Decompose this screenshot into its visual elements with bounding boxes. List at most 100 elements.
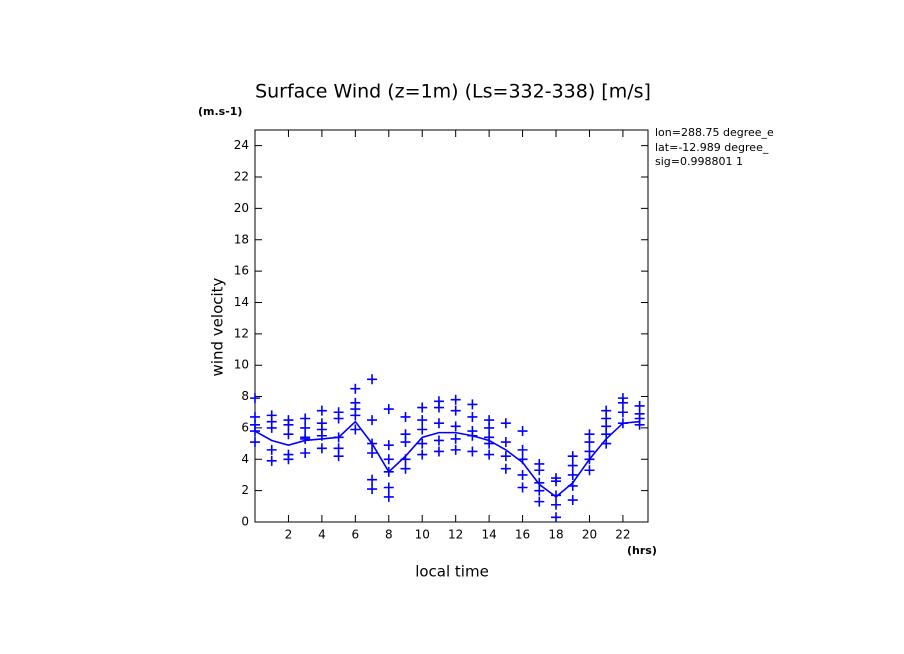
info-line: lat=-12.989 degree_ bbox=[655, 141, 769, 154]
scatter-point bbox=[383, 440, 394, 451]
scatter-point bbox=[250, 426, 260, 437]
scatter-point bbox=[500, 451, 511, 462]
scatter-point bbox=[250, 393, 260, 404]
scatter-point bbox=[283, 419, 294, 430]
scatter-point bbox=[601, 429, 612, 440]
scatter-point bbox=[433, 402, 444, 413]
scatter-point bbox=[367, 438, 378, 449]
scatter-point bbox=[383, 491, 394, 502]
scatter-point bbox=[367, 415, 378, 426]
scatter-point bbox=[333, 451, 344, 462]
chart-title: Surface Wind (z=1m) (Ls=332-338) [m/s] bbox=[255, 81, 651, 103]
scatter-point bbox=[300, 422, 311, 433]
scatter-point bbox=[300, 433, 311, 444]
y-tick-label: 12 bbox=[234, 326, 249, 340]
scatter-point bbox=[517, 482, 528, 493]
x-tick-label: 16 bbox=[515, 528, 530, 542]
info-line: lon=288.75 degree_e bbox=[655, 126, 774, 139]
scatter-point bbox=[601, 438, 612, 449]
scatter-point bbox=[551, 512, 562, 523]
x-tick-label: 18 bbox=[548, 528, 563, 542]
scatter-point bbox=[517, 444, 528, 455]
scatter-point bbox=[367, 484, 378, 495]
scatter-point bbox=[450, 421, 461, 432]
scatter-point bbox=[567, 469, 578, 480]
scatter-point bbox=[551, 499, 562, 510]
y-tick-label: 2 bbox=[241, 483, 249, 497]
scatter-point bbox=[534, 496, 545, 507]
scatter-point bbox=[350, 410, 361, 421]
y-axis-label: wind velocity bbox=[209, 277, 227, 376]
scatter-point bbox=[584, 465, 595, 476]
scatter-point bbox=[367, 448, 378, 459]
scatter-point bbox=[266, 455, 277, 466]
scatter-point bbox=[266, 422, 277, 433]
x-tick-label: 8 bbox=[385, 528, 393, 542]
y-tick-label: 4 bbox=[241, 452, 249, 466]
scatter-point bbox=[567, 460, 578, 471]
scatter-point bbox=[367, 374, 378, 385]
scatter-point bbox=[551, 490, 562, 501]
scatter-point bbox=[367, 474, 378, 485]
y-tick-label: 8 bbox=[241, 389, 249, 403]
x-tick-label: 12 bbox=[448, 528, 463, 542]
scatter-point bbox=[417, 449, 428, 460]
y-unit: (m.s-1) bbox=[198, 105, 242, 118]
y-tick-label: 14 bbox=[234, 295, 249, 309]
scatter-point bbox=[300, 413, 311, 424]
scatter-point bbox=[316, 405, 327, 416]
y-tick-label: 24 bbox=[234, 138, 249, 152]
scatter-point bbox=[400, 463, 411, 474]
scatter-point bbox=[400, 437, 411, 448]
x-tick-label: 6 bbox=[352, 528, 360, 542]
scatter-point bbox=[400, 454, 411, 465]
scatter-point bbox=[383, 454, 394, 465]
scatter-point bbox=[517, 426, 528, 437]
scatter-point bbox=[350, 424, 361, 435]
scatter-point bbox=[467, 399, 478, 410]
scatter-point bbox=[617, 418, 628, 429]
scatter-point bbox=[534, 485, 545, 496]
x-tick-label: 14 bbox=[481, 528, 496, 542]
scatter-point bbox=[484, 438, 495, 449]
x-tick-label: 22 bbox=[615, 528, 630, 542]
scatter-point bbox=[500, 418, 511, 429]
scatter-point bbox=[333, 413, 344, 424]
scatter-point bbox=[450, 405, 461, 416]
scatter-point bbox=[467, 446, 478, 457]
scatter-point bbox=[467, 430, 478, 441]
scatter-point bbox=[584, 454, 595, 465]
scatter-point bbox=[634, 419, 645, 430]
x-axis-label: local time bbox=[415, 563, 489, 581]
scatter-point bbox=[467, 411, 478, 422]
scatter-point bbox=[517, 469, 528, 480]
scatter-point bbox=[500, 437, 511, 448]
scatter-point bbox=[316, 443, 327, 454]
x-tick-label: 2 bbox=[285, 528, 293, 542]
scatter-point bbox=[417, 402, 428, 413]
y-tick-label: 6 bbox=[241, 420, 249, 434]
scatter-point bbox=[300, 448, 311, 459]
info-box: lon=288.75 degree_e lat=-12.989 degree_ … bbox=[655, 126, 774, 168]
x-tick-label: 10 bbox=[415, 528, 430, 542]
scatter-point bbox=[551, 476, 562, 487]
scatter-point bbox=[383, 466, 394, 477]
plot-frame bbox=[254, 129, 649, 523]
scatter-point bbox=[450, 444, 461, 455]
x-unit: (hrs) bbox=[627, 544, 657, 557]
scatter-point bbox=[400, 411, 411, 422]
scatter-point bbox=[383, 482, 394, 493]
scatter-point bbox=[517, 454, 528, 465]
x-tick-label: 4 bbox=[318, 528, 326, 542]
y-tick-label: 10 bbox=[234, 358, 249, 372]
y-tick-label: 20 bbox=[234, 201, 249, 215]
y-tick-label: 18 bbox=[234, 232, 249, 246]
scatter-point bbox=[617, 397, 628, 408]
scatter-point bbox=[333, 432, 344, 443]
scatter-point bbox=[383, 404, 394, 415]
scatter-point bbox=[266, 444, 277, 455]
scatter-point bbox=[417, 438, 428, 449]
scatter-point bbox=[567, 451, 578, 462]
scatter-point bbox=[417, 424, 428, 435]
